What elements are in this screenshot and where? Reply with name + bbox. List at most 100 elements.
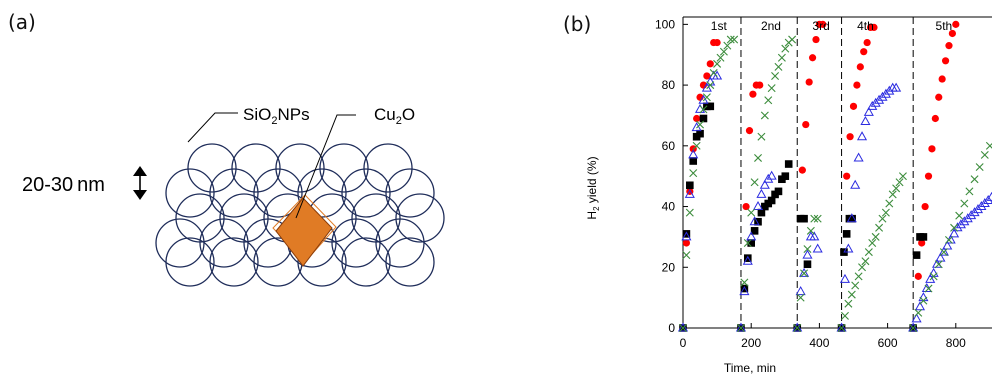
data-point-cross bbox=[871, 232, 880, 241]
data-point-cross bbox=[736, 324, 745, 332]
data-point-square bbox=[740, 284, 749, 293]
data-point-cross bbox=[706, 81, 715, 90]
data-point-triangle bbox=[874, 94, 885, 104]
x-axis-label: Time, min bbox=[724, 361, 776, 375]
data-point-cross bbox=[796, 293, 805, 302]
nanoparticle-circle bbox=[165, 168, 215, 218]
data-point-circle bbox=[931, 114, 939, 123]
data-point-triangle bbox=[860, 116, 871, 126]
data-point-square bbox=[774, 187, 783, 196]
data-point-cross bbox=[985, 141, 992, 150]
data-point-cross bbox=[847, 290, 856, 299]
data-point-circle bbox=[756, 81, 764, 89]
data-point-circle bbox=[856, 63, 864, 71]
data-point-cross bbox=[806, 226, 815, 235]
data-point-circle bbox=[863, 38, 871, 47]
data-point-circle bbox=[703, 72, 711, 80]
data-point-cross bbox=[980, 150, 989, 159]
data-point-cross bbox=[924, 284, 933, 293]
data-point-circle bbox=[846, 133, 854, 141]
data-point-triangle bbox=[809, 231, 820, 241]
x-tick-label: 0 bbox=[680, 336, 687, 350]
data-point-triangle bbox=[759, 179, 770, 189]
data-point-triangle bbox=[812, 243, 823, 253]
data-point-cross bbox=[868, 238, 877, 247]
data-point-triangle bbox=[969, 207, 980, 217]
data-point-square bbox=[784, 160, 793, 168]
data-point-circle bbox=[706, 60, 714, 68]
data-point-circle bbox=[948, 29, 956, 38]
data-point-cross bbox=[679, 324, 687, 332]
data-point-square bbox=[747, 239, 755, 247]
data-point-cross bbox=[723, 41, 732, 50]
data-point-triangle bbox=[701, 82, 712, 92]
data-point-triangle bbox=[752, 201, 764, 211]
data-point-cross bbox=[781, 44, 790, 53]
data-point-cross bbox=[885, 199, 894, 208]
data-point-cross bbox=[771, 71, 780, 80]
data-point-circle bbox=[870, 23, 878, 31]
data-point-triangle bbox=[976, 201, 987, 211]
data-point-triangle bbox=[802, 249, 813, 259]
data-point-cross bbox=[767, 84, 776, 93]
sio2-leader-line bbox=[187, 112, 238, 143]
data-point-square bbox=[682, 230, 691, 238]
data-point-cross bbox=[726, 35, 735, 44]
data-point-circle bbox=[843, 172, 851, 180]
nanoparticle-circle bbox=[209, 168, 259, 218]
x-tick-label: 400 bbox=[809, 336, 829, 350]
data-point-triangle bbox=[884, 85, 895, 95]
data-point-circle bbox=[945, 42, 953, 50]
data-point-cross bbox=[895, 178, 904, 187]
data-point-square bbox=[842, 230, 851, 238]
data-point-triangle bbox=[681, 231, 692, 241]
data-point-square bbox=[696, 129, 704, 138]
sio2-label: SiO2NPs bbox=[243, 105, 310, 127]
data-point-circle bbox=[713, 38, 721, 47]
data-point-triangle bbox=[739, 286, 750, 296]
data-point-square bbox=[750, 227, 759, 235]
data-point-triangle bbox=[853, 152, 864, 162]
data-point-circle bbox=[952, 20, 960, 28]
data-point-cross bbox=[878, 214, 887, 223]
data-point-triangle bbox=[766, 170, 777, 180]
data-point-square bbox=[912, 251, 921, 259]
data-point-circle bbox=[805, 78, 813, 86]
data-point-triangle bbox=[914, 301, 926, 311]
data-point-cross bbox=[944, 235, 953, 244]
run-label: 4th bbox=[857, 19, 874, 33]
data-point-cross bbox=[757, 132, 766, 141]
data-point-cross bbox=[939, 248, 948, 257]
data-point-triangle bbox=[799, 267, 810, 277]
data-point-cross bbox=[702, 93, 711, 102]
data-point-cross bbox=[919, 296, 928, 305]
data-point-cross bbox=[777, 53, 786, 62]
nanoparticle-circle bbox=[319, 143, 369, 193]
data-point-square bbox=[754, 217, 762, 226]
double-arrow-icon bbox=[133, 166, 147, 200]
data-point-cross bbox=[970, 175, 979, 184]
data-point-triangle bbox=[880, 88, 891, 98]
data-point-triangle bbox=[925, 273, 936, 283]
data-point-cross bbox=[840, 311, 849, 320]
data-point-triangle bbox=[918, 292, 929, 302]
data-point-square bbox=[743, 254, 752, 262]
data-point-triangle bbox=[677, 322, 689, 332]
data-point-triangle bbox=[938, 246, 949, 256]
data-point-circle bbox=[918, 239, 926, 247]
data-point-triangle bbox=[795, 286, 806, 296]
data-point-circle bbox=[935, 93, 943, 101]
cu2o-leader-line bbox=[295, 114, 356, 219]
data-point-circle bbox=[941, 57, 950, 65]
nanoparticle-circle bbox=[275, 143, 325, 193]
data-point-cross bbox=[837, 324, 846, 332]
data-point-cross bbox=[754, 153, 763, 162]
data-point-cross bbox=[696, 120, 705, 129]
nanoparticle-circle bbox=[165, 237, 215, 287]
data-point-triangle bbox=[959, 216, 970, 226]
data-point-cross bbox=[955, 211, 964, 220]
data-point-square bbox=[757, 208, 766, 217]
y-tick-label: 100 bbox=[655, 17, 675, 31]
data-point-cross bbox=[898, 172, 907, 181]
nanoparticle-circle bbox=[385, 168, 435, 218]
